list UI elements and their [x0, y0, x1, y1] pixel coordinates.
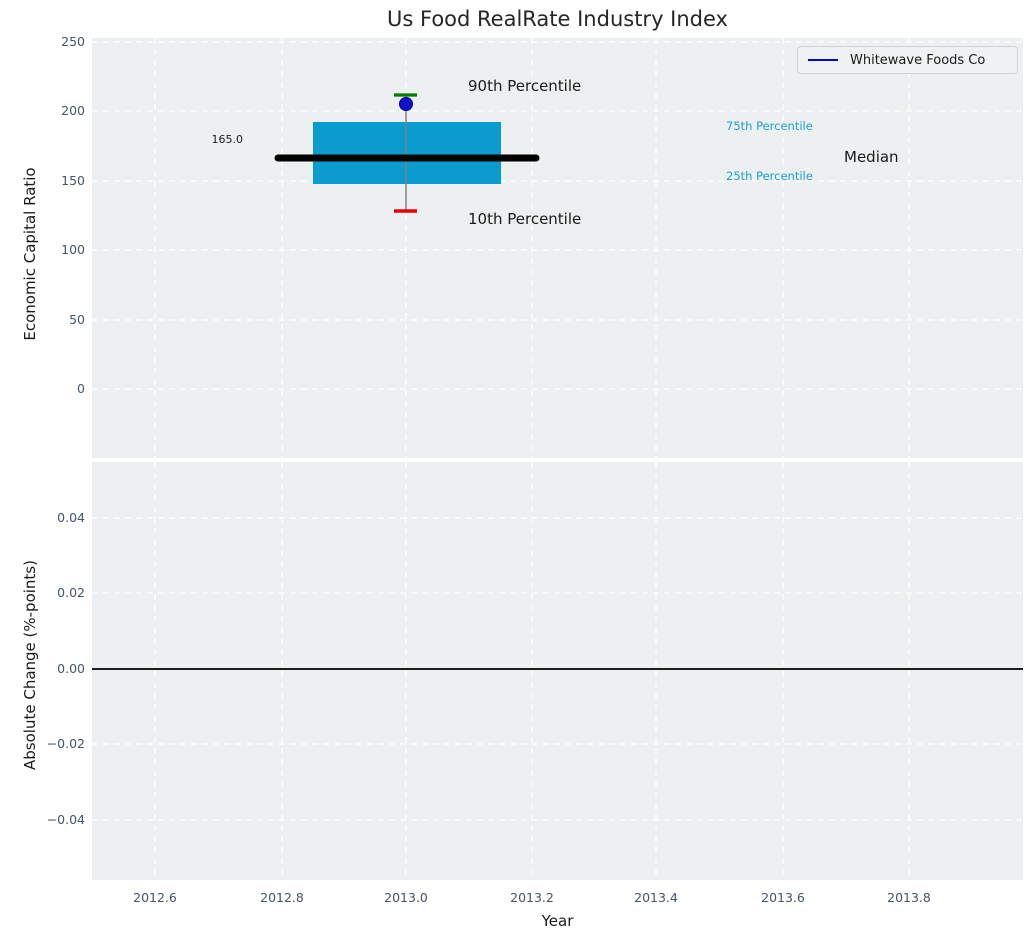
top-plot-canvas — [92, 38, 1023, 458]
top-ytick-250: 250 — [61, 34, 85, 49]
legend[interactable]: Whitewave Foods Co — [797, 46, 1018, 74]
top-ytick-150: 150 — [61, 173, 85, 188]
top-ytick-50: 50 — [69, 312, 85, 327]
bottom-ytick-002: 0.02 — [57, 585, 85, 600]
top-plot-area: 165.0 90th Percentile 10th Percentile 75… — [92, 38, 1023, 458]
bottom-gridlines — [92, 462, 1023, 880]
bottom-plot-canvas — [92, 462, 1023, 880]
xtick-2012-8: 2012.8 — [260, 890, 304, 905]
x-axis-label: Year — [541, 912, 574, 930]
top-ytick-200: 200 — [61, 103, 85, 118]
chart-title: Us Food RealRate Industry Index — [387, 7, 728, 31]
bottom-ytick-004: 0.04 — [57, 510, 85, 525]
top-gridlines — [92, 38, 1023, 458]
xtick-2013-2: 2013.2 — [510, 890, 554, 905]
legend-line-sample-icon — [808, 59, 838, 61]
median-value-annotation: 165.0 — [211, 133, 244, 146]
legend-label: Whitewave Foods Co — [850, 52, 986, 68]
xtick-2013-8: 2013.8 — [887, 890, 931, 905]
bottom-ytick-n004: −0.04 — [46, 812, 85, 827]
p25-annotation: 25th Percentile — [726, 169, 813, 183]
xtick-2013-4: 2013.4 — [634, 890, 678, 905]
bottom-ytick-n002: −0.02 — [46, 736, 85, 751]
p90-annotation: 90th Percentile — [468, 77, 582, 95]
p75-annotation: 75th Percentile — [726, 119, 813, 133]
top-ytick-100: 100 — [61, 242, 85, 257]
xtick-2013-6: 2013.6 — [761, 890, 805, 905]
bottom-plot-area — [92, 462, 1023, 880]
p10-annotation: 10th Percentile — [468, 210, 582, 228]
median-annotation: Median — [844, 148, 899, 166]
top-ytick-0: 0 — [77, 381, 85, 396]
percentile-box[interactable] — [313, 122, 501, 184]
xtick-2013-0: 2013.0 — [384, 890, 428, 905]
xtick-2012-6: 2012.6 — [133, 890, 177, 905]
company-dot[interactable] — [399, 97, 413, 111]
bottom-ytick-000: 0.00 — [57, 661, 85, 676]
